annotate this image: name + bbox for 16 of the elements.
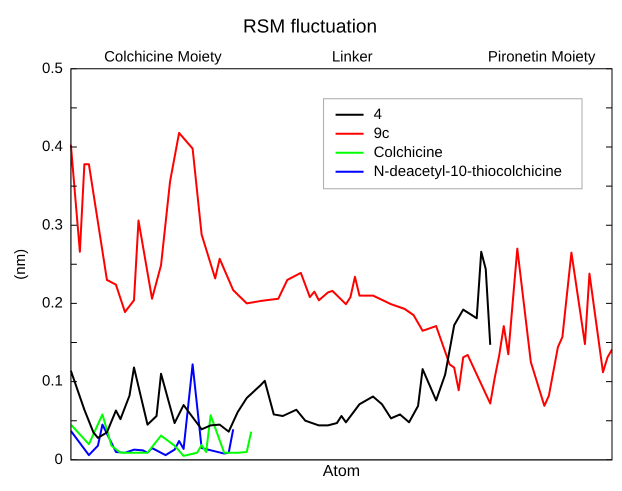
text: Colchicine Moiety (104, 48, 222, 66)
text: Linker (332, 48, 373, 66)
legend-label: N-deacetyl-10-thiocolchicine (374, 162, 562, 180)
y-tick-label: 0.2 (42, 294, 63, 312)
x-axis-title: Atom (322, 462, 360, 480)
legend-label: Colchicine (374, 144, 443, 161)
chart-title: RSM fluctuation (242, 16, 378, 38)
legend-label: 9c (374, 124, 390, 142)
y-tick-label: 0.1 (42, 372, 63, 390)
y-tick-label: 0.5 (42, 60, 63, 77)
y-tick-label: 0 (54, 450, 63, 468)
legend-label: 4 (374, 106, 382, 123)
y-tick-label: 0.4 (42, 138, 63, 156)
y-axis-title: (nm) (12, 248, 30, 280)
text: Pironetin Moiety (488, 48, 596, 66)
y-tick-label: 0.3 (42, 216, 63, 234)
